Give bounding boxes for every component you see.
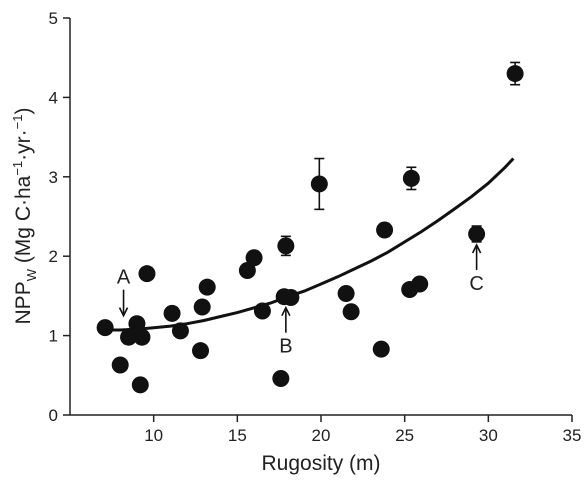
data-point [342,303,360,321]
y-axis-title-sub: W [24,268,39,281]
data-point [133,328,151,346]
data-point [506,65,524,83]
data-point [171,322,189,340]
data-point [468,225,486,243]
fit-curve-group [103,157,515,332]
data-point [120,328,138,346]
y-tick-label: 3 [49,168,58,187]
annotation-arrowhead [281,305,291,317]
data-point [372,340,390,358]
y-axis-title-unit-mid: ·yr· [12,129,35,160]
data-point [192,342,210,360]
data-point [163,304,181,322]
y-tick-label: 2 [49,247,58,266]
data-point [277,237,295,255]
y-ticks: 0 1 2 3 4 5 [49,9,70,425]
data-point [376,221,394,239]
data-point [337,285,355,303]
data-point [193,298,211,316]
annotation-label: A [117,267,131,289]
data-point [253,302,271,320]
annotation-label: B [279,336,292,358]
data-point [198,278,216,296]
y-axis-title-exp2: −1 [10,115,25,130]
x-tick-label: 25 [395,426,414,445]
y-axis-title-exp1: −1 [10,161,25,176]
data-point [138,265,156,283]
data-point [272,369,290,387]
y-axis-title-unit-close: ) [12,108,35,115]
data-point [128,315,146,333]
data-point [411,275,429,293]
y-tick-label: 5 [49,9,58,28]
data-point [111,356,129,374]
annotations: A B C [117,243,484,358]
annotation-arrowhead [471,243,482,254]
y-tick-label: 4 [49,88,58,107]
data-point [238,261,256,279]
annotation-label: C [469,273,483,295]
y-axis-title-main: NPP [12,281,35,324]
data-point [96,319,114,337]
y-tick-label: 0 [49,406,58,425]
y-tick-label: 1 [49,327,58,346]
plot-frame-group [69,18,572,416]
x-tick-label: 20 [312,426,331,445]
x-tick-label: 35 [563,426,582,445]
x-ticks: 10 15 20 25 30 35 [144,415,581,445]
fit-curve [103,157,515,332]
x-axis-title: Rugosity (m) [261,452,380,475]
data-point [282,288,300,306]
x-tick-label: 15 [228,426,247,445]
y-axis-title: NPPW (Mg C·ha−1·yr·−1) [10,108,39,325]
data-point [245,249,263,267]
annotation-arrowhead [118,307,129,318]
data-point [402,169,420,187]
y-axis-title-unit-open: (Mg C·ha [12,175,35,269]
x-tick-label: 30 [479,426,498,445]
data-points [96,61,524,394]
data-point [310,175,328,193]
data-point [131,376,149,394]
x-tick-label: 10 [144,426,163,445]
